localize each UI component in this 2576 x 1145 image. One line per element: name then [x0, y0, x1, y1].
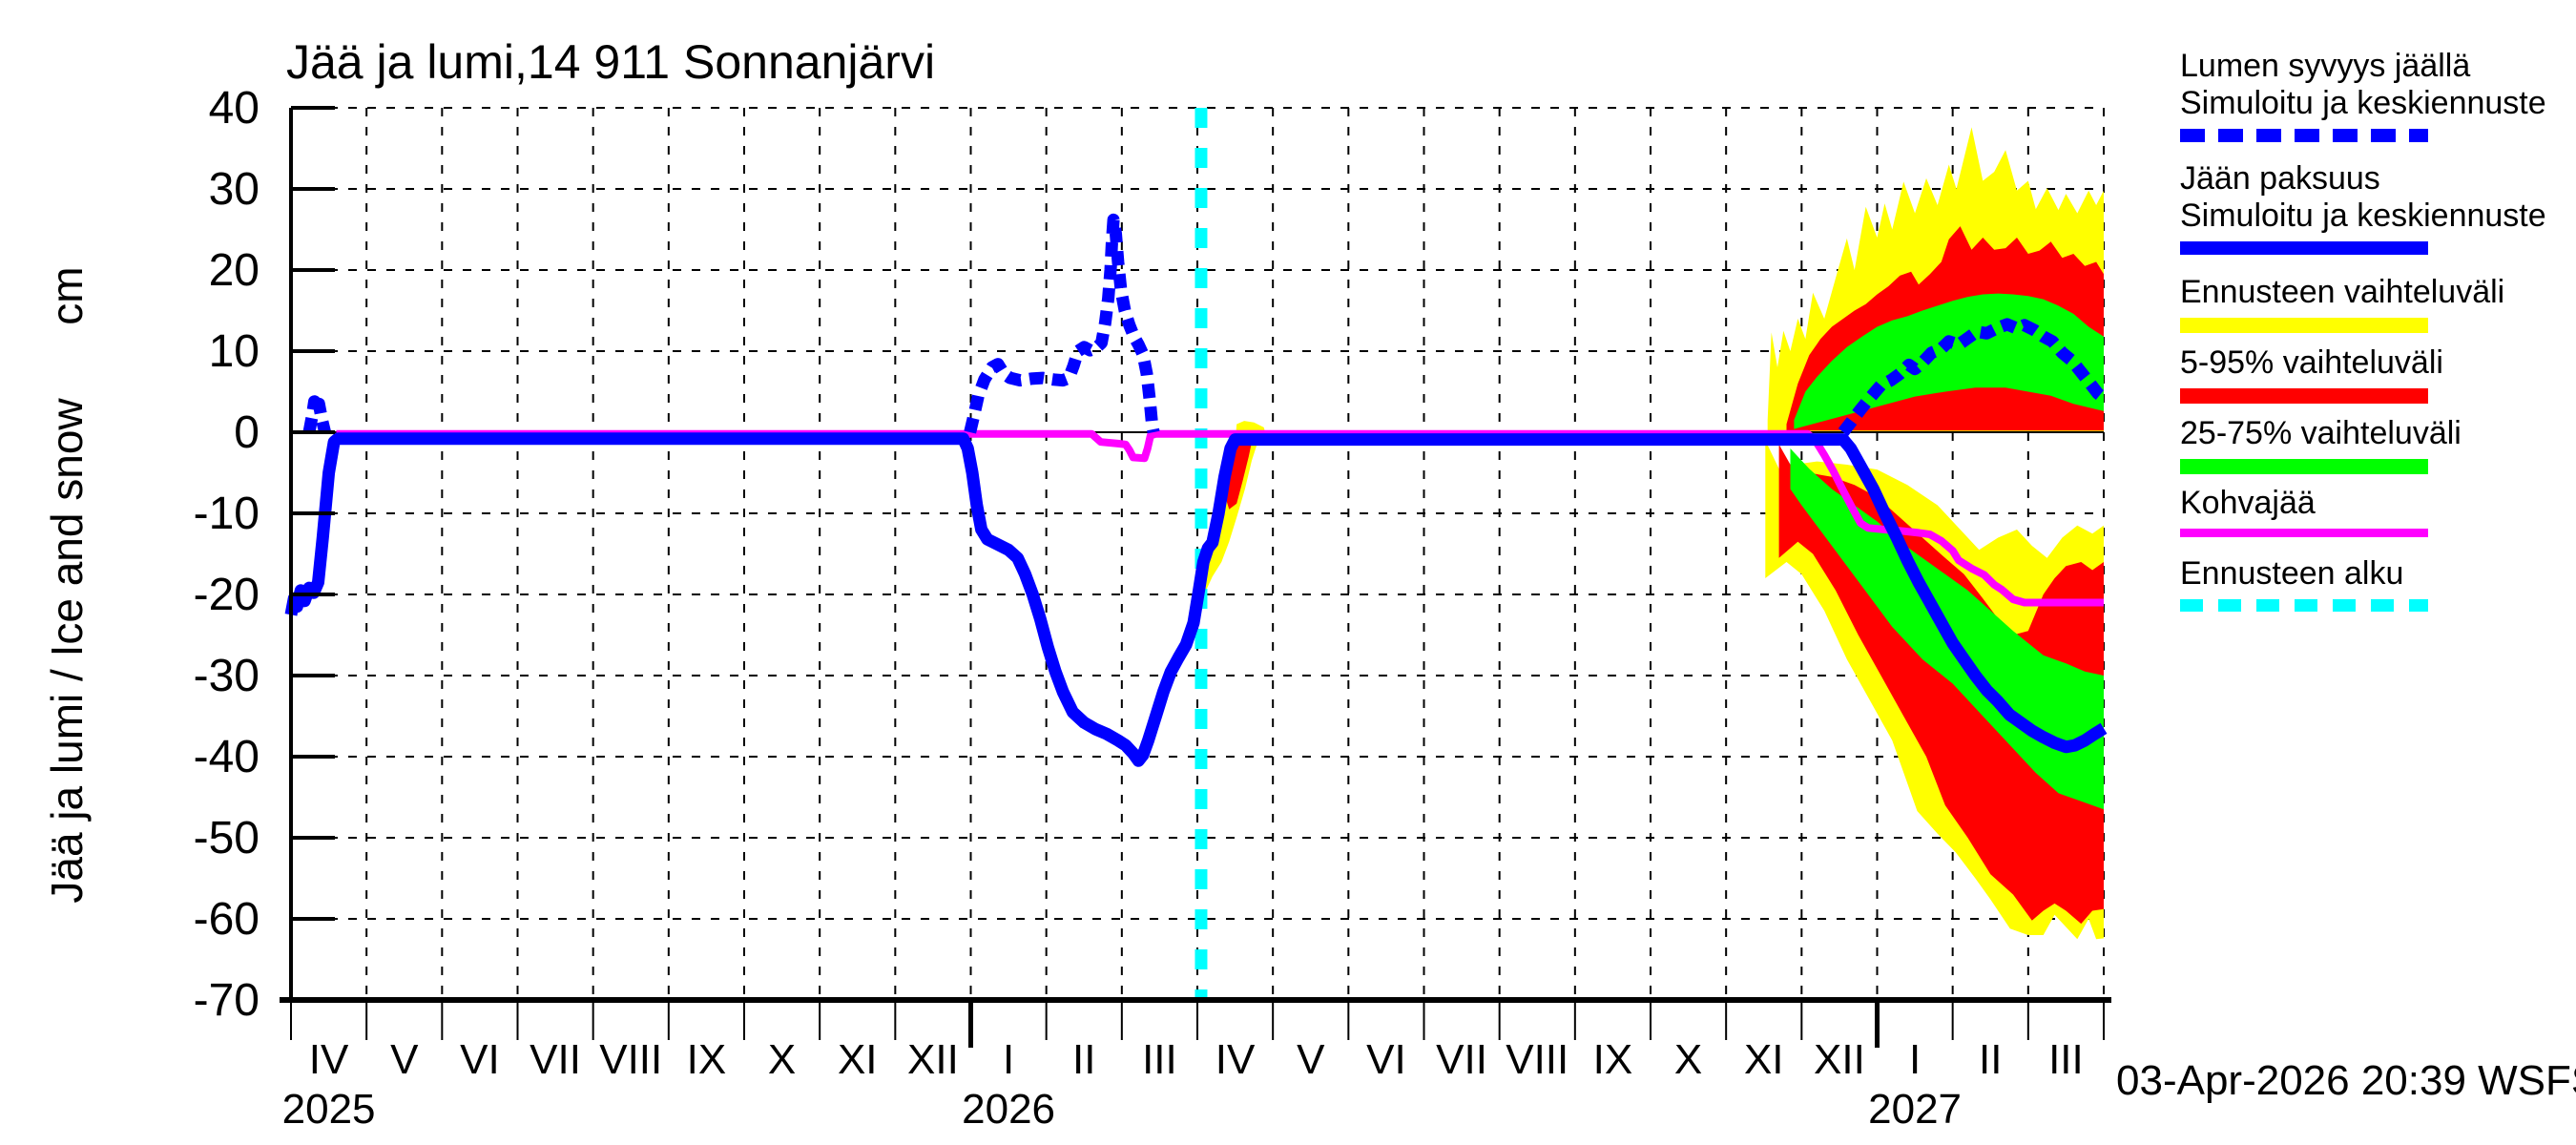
x-month-label: V [1297, 1036, 1325, 1083]
snow-depth-line [964, 213, 1160, 434]
legend-item-snow-depth: Lumen syvyys jäällä Simuloitu ja keskien… [2180, 48, 2562, 142]
legend-label: Simuloitu ja keskiennuste [2180, 198, 2546, 234]
legend-sample-blue-dashed [2180, 129, 2428, 142]
x-month-label: I [1908, 1036, 1922, 1083]
legend-sample-red [2180, 388, 2428, 404]
x-month-label: III [2048, 1036, 2084, 1083]
y-tick-label: -70 [193, 975, 260, 1026]
y-tick-label: -40 [193, 732, 260, 782]
chart-title: Jää ja lumi,14 911 Sonnanjärvi [286, 35, 936, 89]
x-month-label: XII [1814, 1036, 1865, 1083]
x-month-label: VI [460, 1036, 500, 1083]
legend-sample-green [2180, 459, 2428, 474]
x-month-label: II [1072, 1036, 1096, 1083]
ice-thickness-line [284, 432, 2108, 767]
x-month-label: III [1142, 1036, 1177, 1083]
x-month-label: XI [1743, 1036, 1784, 1083]
legend-item-forecast-range: Ennusteen vaihteluväli [2180, 274, 2562, 333]
x-year-label: 2025 [281, 1086, 376, 1133]
legend-sample-magenta [2180, 529, 2428, 537]
x-month-label: XI [837, 1036, 878, 1083]
legend-label: 25-75% vaihteluväli [2180, 415, 2462, 451]
y-tick-label: 0 [234, 407, 260, 458]
snow-depth-line [1838, 318, 2109, 436]
legend-label: 5-95% vaihteluväli [2180, 344, 2443, 381]
y-tick-label: -30 [193, 651, 260, 701]
legend-sample-yellow [2180, 318, 2428, 333]
legend-sample-blue-solid [2180, 241, 2428, 255]
legend-label: Lumen syvyys jäällä [2180, 48, 2471, 84]
legend-sample-cyan-dashed [2180, 599, 2428, 612]
y-tick-label: 30 [208, 164, 260, 215]
x-month-label: VIII [599, 1036, 663, 1083]
legend-label: Jään paksuus [2180, 160, 2380, 197]
x-year-label: 2027 [1868, 1086, 1963, 1133]
x-month-label: X [1673, 1036, 1703, 1083]
y-tick-label: -10 [193, 489, 260, 539]
y-tick-label: -60 [193, 894, 260, 945]
x-month-label: XII [907, 1036, 959, 1083]
legend-item-kohvajaa: Kohvajää [2180, 485, 2562, 537]
y-tick-label: 10 [208, 326, 260, 377]
x-month-label: VIII [1506, 1036, 1569, 1083]
x-month-label: IX [686, 1036, 727, 1083]
x-month-label: IV [308, 1036, 349, 1083]
legend-item-5-95-range: 5-95% vaihteluväli [2180, 344, 2562, 404]
x-month-label: IV [1215, 1036, 1256, 1083]
x-month-label: I [1002, 1036, 1015, 1083]
x-month-label: VII [530, 1036, 581, 1083]
band-melt-outer [1197, 421, 1267, 599]
x-month-label: II [1979, 1036, 2003, 1083]
y-tick-label: 40 [208, 83, 260, 134]
y-tick-label: 20 [208, 245, 260, 296]
legend-label: Kohvajää [2180, 485, 2316, 521]
legend-item-ice-thickness: Jään paksuus Simuloitu ja keskiennuste [2180, 160, 2562, 255]
legend-item-forecast-start: Ennusteen alku [2180, 555, 2562, 612]
snow-depth-line [302, 395, 331, 434]
x-month-label: VII [1436, 1036, 1487, 1083]
legend-label: Ennusteen alku [2180, 555, 2404, 592]
y-tick-label: -50 [193, 813, 260, 864]
legend-label: Simuloitu ja keskiennuste [2180, 85, 2546, 121]
x-year-label: 2026 [962, 1086, 1056, 1133]
x-month-label: V [390, 1036, 419, 1083]
y-axis-label: Jää ja lumi / Ice and snow cm [42, 266, 92, 904]
timestamp-label: 03-Apr-2026 20:39 WSFS-P [2116, 1057, 2576, 1104]
legend-item-25-75-range: 25-75% vaihteluväli [2180, 415, 2562, 474]
x-month-label: IX [1592, 1036, 1633, 1083]
legend-label: Ennusteen vaihteluväli [2180, 274, 2505, 310]
x-month-label: X [767, 1036, 797, 1083]
x-month-label: VI [1366, 1036, 1406, 1083]
kohvajaa-line [336, 429, 2104, 607]
y-tick-label: -20 [193, 570, 260, 620]
